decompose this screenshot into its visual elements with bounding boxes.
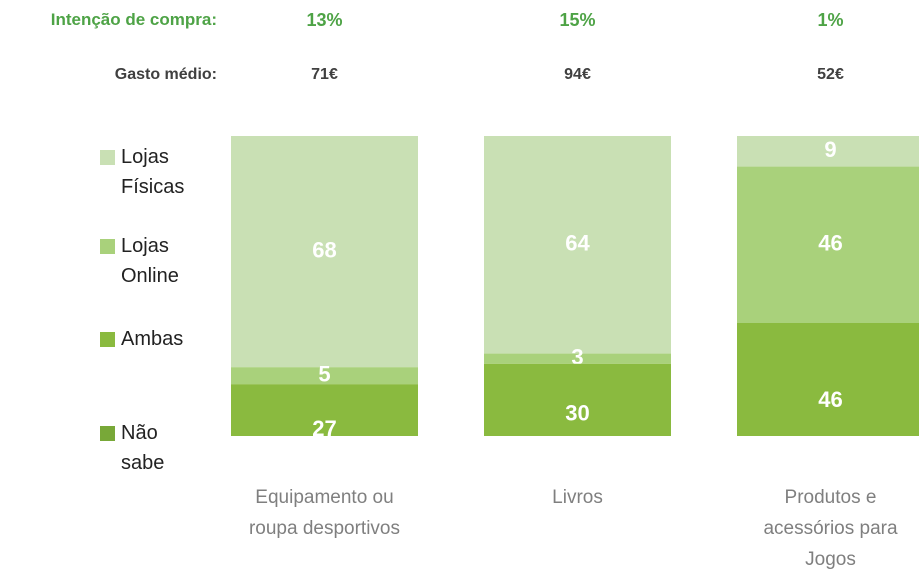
legend-item: Ambas bbox=[100, 324, 201, 354]
legend-swatch bbox=[100, 332, 115, 347]
legend-swatch bbox=[100, 239, 115, 254]
x-tick-label: Equipamento ou roupa desportivos bbox=[248, 487, 401, 539]
legend-item: Lojas Físicas bbox=[100, 142, 201, 202]
bar-segment bbox=[484, 363, 671, 436]
annotation-label: Intenção de compra: bbox=[50, 10, 217, 29]
bar-segment bbox=[737, 166, 919, 323]
bar-segment bbox=[737, 136, 919, 167]
annotation-value: 52€ bbox=[817, 66, 844, 83]
bar-segment bbox=[231, 136, 418, 368]
data-label: 64 bbox=[565, 231, 590, 256]
data-label: 30 bbox=[565, 401, 589, 426]
data-label: 46 bbox=[818, 231, 842, 256]
bars: 68 5 27 64 3 30 9 46 46 bbox=[231, 136, 919, 441]
x-tick-label: Livros bbox=[552, 487, 603, 508]
annotation-label: Gasto médio: bbox=[114, 66, 217, 83]
legend-item: Lojas Online bbox=[100, 231, 201, 291]
annotation-value: 15% bbox=[559, 10, 596, 30]
annotation-value: 71€ bbox=[311, 66, 338, 83]
bar-segment bbox=[484, 353, 671, 364]
annotation-value: 1% bbox=[817, 10, 844, 30]
data-label: 9 bbox=[824, 137, 836, 162]
annotation-value: 94€ bbox=[564, 66, 591, 83]
legend-label: Não sabe bbox=[121, 422, 165, 474]
data-label: 27 bbox=[312, 416, 336, 441]
annotation-value: 13% bbox=[306, 10, 343, 30]
bar-segment bbox=[231, 384, 418, 436]
legend-label: Lojas Online bbox=[121, 235, 179, 287]
legend-item: Não sabe bbox=[100, 418, 201, 478]
legend-swatch bbox=[100, 150, 115, 165]
bar-segment bbox=[231, 367, 418, 385]
x-tick-label: Produtos e acessórios para Jogos bbox=[763, 487, 898, 570]
data-label: 5 bbox=[318, 362, 330, 387]
data-label: 46 bbox=[818, 387, 842, 412]
legend-label: Lojas Físicas bbox=[121, 146, 185, 198]
data-label: 3 bbox=[571, 345, 583, 370]
legend-label: Ambas bbox=[121, 328, 184, 350]
legend-swatch bbox=[100, 426, 115, 441]
data-label: 68 bbox=[312, 237, 336, 262]
bar-segment bbox=[737, 323, 919, 436]
bar-segment bbox=[484, 136, 671, 354]
